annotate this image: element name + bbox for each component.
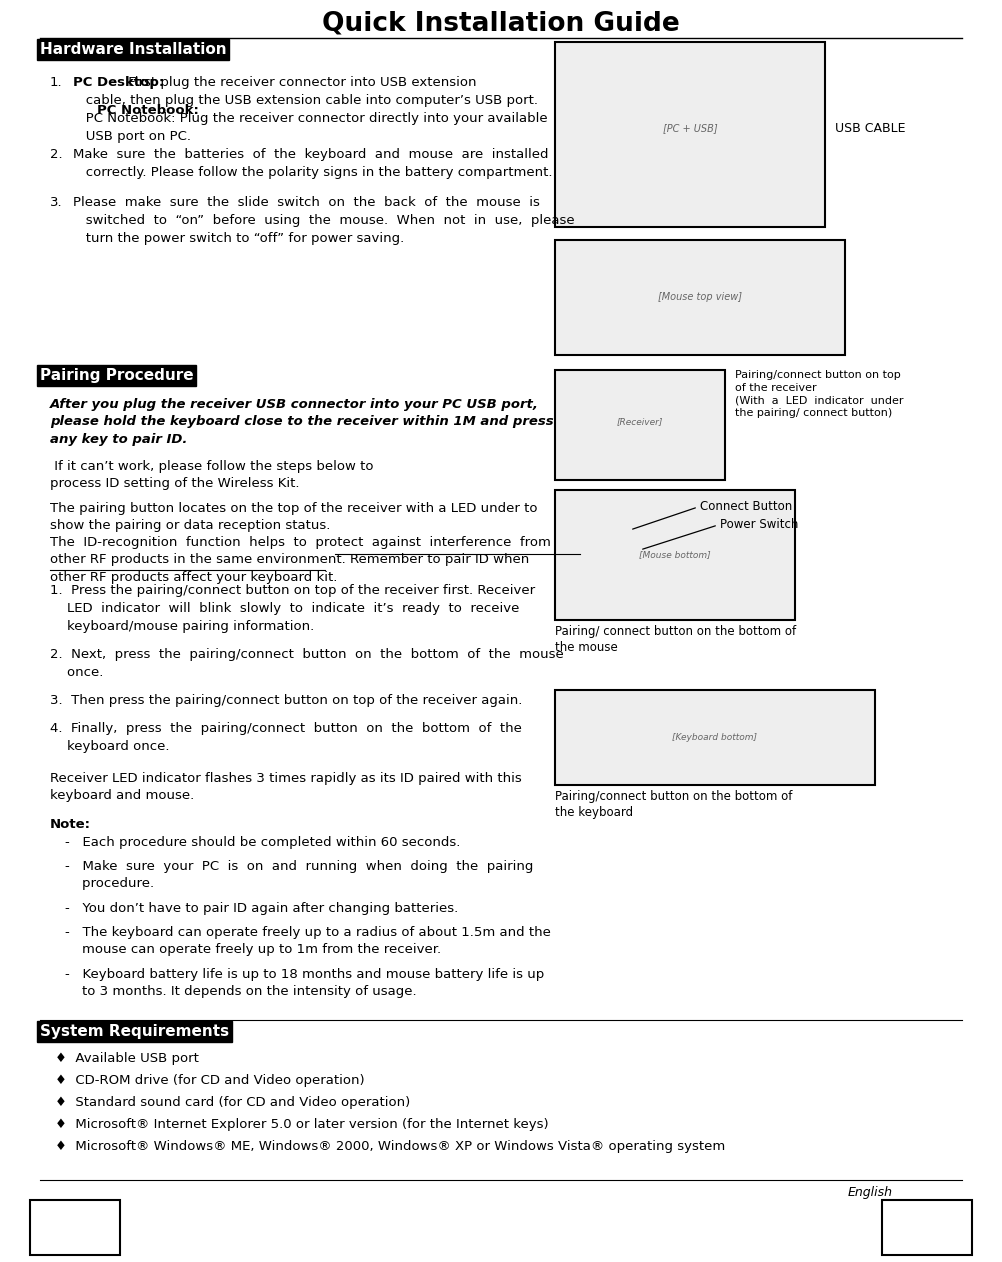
Bar: [30, 1200, 120, 1254]
Text: Connect Button: Connect Button: [700, 500, 793, 512]
Text: Pairing/connect button on top
of the receiver
(With  a  LED  indicator  under
th: Pairing/connect button on top of the rec…: [735, 370, 904, 419]
Text: -   You don’t have to pair ID again after changing batteries.: - You don’t have to pair ID again after …: [65, 902, 458, 915]
Text: 1.  Press the pairing/connect button on top of the receiver first. Receiver
    : 1. Press the pairing/connect button on t…: [50, 584, 535, 634]
Text: [Keyboard bottom]: [Keyboard bottom]: [672, 732, 758, 742]
Text: -   Each procedure should be completed within 60 seconds.: - Each procedure should be completed wit…: [65, 835, 460, 849]
Text: 4.  Finally,  press  the  pairing/connect  button  on  the  bottom  of  the
    : 4. Finally, press the pairing/connect bu…: [50, 722, 522, 753]
Text: [PC + USB]: [PC + USB]: [662, 122, 717, 133]
Text: The pairing button locates on the top of the receiver with a LED under to
show t: The pairing button locates on the top of…: [50, 502, 537, 533]
Text: ♦  Microsoft® Internet Explorer 5.0 or later version (for the Internet keys): ♦ Microsoft® Internet Explorer 5.0 or la…: [55, 1118, 549, 1131]
Text: [Mouse top view]: [Mouse top view]: [658, 292, 742, 302]
Text: Power Switch: Power Switch: [720, 517, 799, 531]
Bar: [555, 42, 825, 227]
Text: The  ID-recognition  function  helps  to  protect  against  interference  from
o: The ID-recognition function helps to pro…: [50, 536, 551, 584]
Text: If it can’t work, please follow the steps below to
process ID setting of the Wir: If it can’t work, please follow the step…: [50, 461, 374, 491]
Text: Note:: Note:: [50, 818, 91, 830]
Text: 1.: 1.: [50, 76, 62, 90]
Text: ♦  Microsoft® Windows® ME, Windows® 2000, Windows® XP or Windows Vista® operatin: ♦ Microsoft® Windows® ME, Windows® 2000,…: [55, 1140, 725, 1153]
Text: System Requirements: System Requirements: [40, 1023, 229, 1039]
Text: PC Desktop:: PC Desktop:: [73, 76, 164, 90]
Text: ♦  Available USB port: ♦ Available USB port: [55, 1053, 198, 1065]
Bar: [555, 370, 725, 480]
Text: Quick Installation Guide: Quick Installation Guide: [322, 10, 680, 37]
Text: -   Make  sure  your  PC  is  on  and  running  when  doing  the  pairing
    pr: - Make sure your PC is on and running wh…: [65, 859, 533, 891]
Text: ♦  Standard sound card (for CD and Video operation): ♦ Standard sound card (for CD and Video …: [55, 1095, 410, 1109]
Text: English: English: [848, 1186, 893, 1199]
Text: 3.: 3.: [50, 196, 62, 209]
Bar: [555, 240, 845, 355]
Text: First plug the receiver connector into USB extension
   cable, then plug the USB: First plug the receiver connector into U…: [73, 76, 548, 143]
Text: Hardware Installation: Hardware Installation: [40, 42, 226, 57]
Text: Pairing/ connect button on the bottom of
the mouse: Pairing/ connect button on the bottom of…: [555, 625, 797, 654]
Text: USB CABLE: USB CABLE: [835, 121, 905, 135]
Text: -   The keyboard can operate freely up to a radius of about 1.5m and the
    mou: - The keyboard can operate freely up to …: [65, 926, 551, 957]
Text: 3.  Then press the pairing/connect button on top of the receiver again.: 3. Then press the pairing/connect button…: [50, 694, 522, 707]
Text: 2.  Next,  press  the  pairing/connect  button  on  the  bottom  of  the  mouse
: 2. Next, press the pairing/connect butto…: [50, 647, 564, 679]
Bar: [555, 690, 875, 785]
Text: -   Keyboard battery life is up to 18 months and mouse battery life is up
    to: - Keyboard battery life is up to 18 mont…: [65, 968, 544, 998]
Bar: [882, 1200, 972, 1254]
Text: Pairing Procedure: Pairing Procedure: [40, 369, 193, 382]
Text: [Receiver]: [Receiver]: [617, 418, 663, 427]
Text: Make  sure  the  batteries  of  the  keyboard  and  mouse  are  installed
   cor: Make sure the batteries of the keyboard …: [73, 148, 552, 179]
Text: 2.: 2.: [50, 148, 62, 162]
Text: Receiver LED indicator flashes 3 times rapidly as its ID paired with this
keyboa: Receiver LED indicator flashes 3 times r…: [50, 772, 522, 803]
Text: PC Notebook:: PC Notebook:: [97, 103, 198, 117]
Text: Please  make  sure  the  slide  switch  on  the  back  of  the  mouse  is
   swi: Please make sure the slide switch on the…: [73, 196, 574, 245]
Text: [Mouse bottom]: [Mouse bottom]: [639, 550, 710, 559]
Text: Pairing/connect button on the bottom of
the keyboard: Pairing/connect button on the bottom of …: [555, 790, 793, 819]
Text: ♦  CD-ROM drive (for CD and Video operation): ♦ CD-ROM drive (for CD and Video operati…: [55, 1074, 365, 1087]
Bar: [555, 490, 795, 620]
Text: After you plug the receiver USB connector into your PC USB port,
please hold the: After you plug the receiver USB connecto…: [50, 398, 554, 445]
